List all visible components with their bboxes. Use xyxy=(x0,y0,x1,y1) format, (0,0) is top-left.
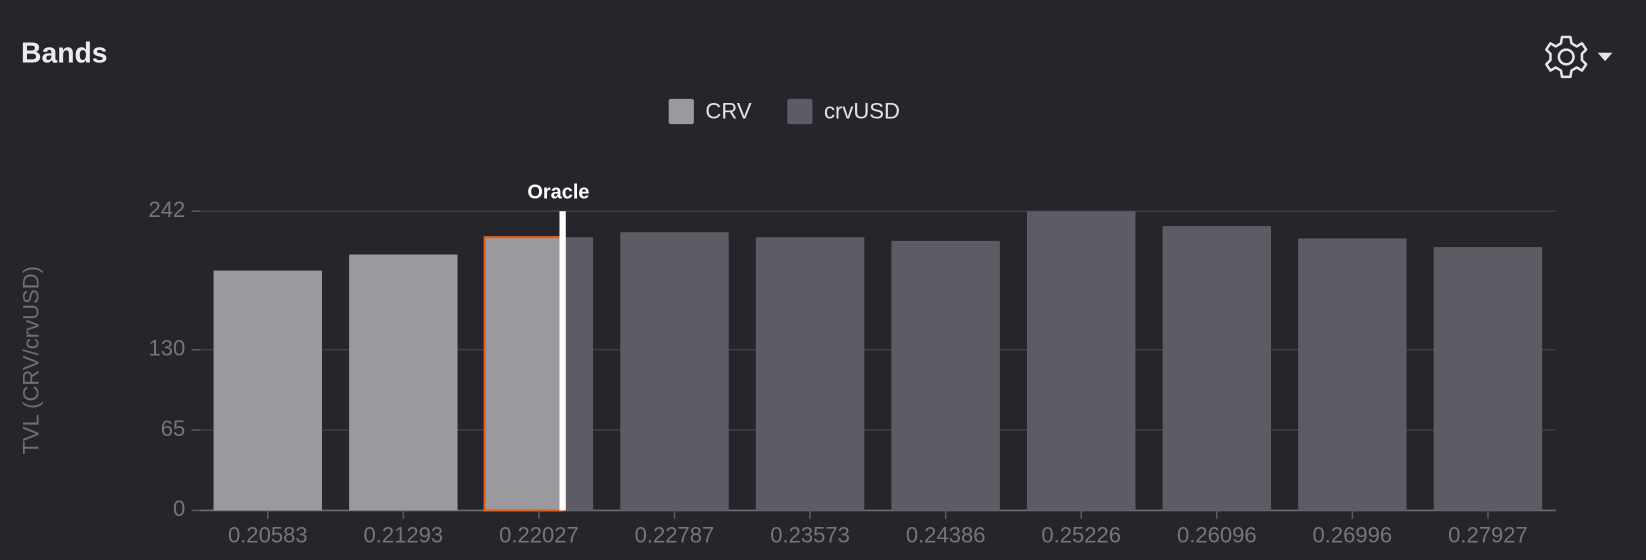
bar xyxy=(562,237,594,511)
panel-title: Bands xyxy=(21,37,108,69)
x-tick-label: 0.23573 xyxy=(770,522,850,547)
bar xyxy=(755,237,865,511)
legend-swatch xyxy=(668,98,694,125)
x-tick-label: 0.24386 xyxy=(906,522,986,547)
bar xyxy=(1026,211,1136,511)
legend-label: crvUSD xyxy=(824,98,900,123)
bar xyxy=(213,270,322,511)
bar xyxy=(483,236,564,512)
legend: CRV crvUSD xyxy=(668,98,900,125)
oracle-line xyxy=(559,211,566,511)
bar xyxy=(349,254,458,511)
y-axis-label: TVL (CRV/crvUSD) xyxy=(18,266,43,455)
x-tick-label: 0.20583 xyxy=(228,522,308,547)
oracle-label: Oracle xyxy=(527,182,589,204)
x-tick-label: 0.21293 xyxy=(364,522,444,547)
plot: TVL (CRV/crvUSD) 0 65 130 242 0.20583 0.21293 0… xyxy=(18,182,1556,547)
x-tick-label: 0.26996 xyxy=(1313,522,1393,547)
y-tick-label: 0 xyxy=(173,496,185,521)
y-tick-label: 65 xyxy=(161,416,186,441)
bar xyxy=(1433,247,1543,511)
x-tick-label: 0.26096 xyxy=(1177,522,1257,547)
bar xyxy=(1162,226,1272,511)
x-tick-label: 0.22787 xyxy=(635,522,715,547)
x-tick-label: 0.25226 xyxy=(1041,522,1121,547)
x-tick-label: 0.22027 xyxy=(499,522,579,547)
legend-label: CRV xyxy=(705,98,751,123)
y-tick-label: 242 xyxy=(149,197,186,222)
bar xyxy=(891,240,1000,511)
bar xyxy=(620,232,729,511)
settings-button[interactable] xyxy=(1545,35,1613,79)
legend-swatch xyxy=(787,98,813,125)
y-tick-label: 130 xyxy=(149,336,186,361)
x-tick-label: 0.27927 xyxy=(1448,522,1528,547)
bar xyxy=(1298,238,1407,511)
